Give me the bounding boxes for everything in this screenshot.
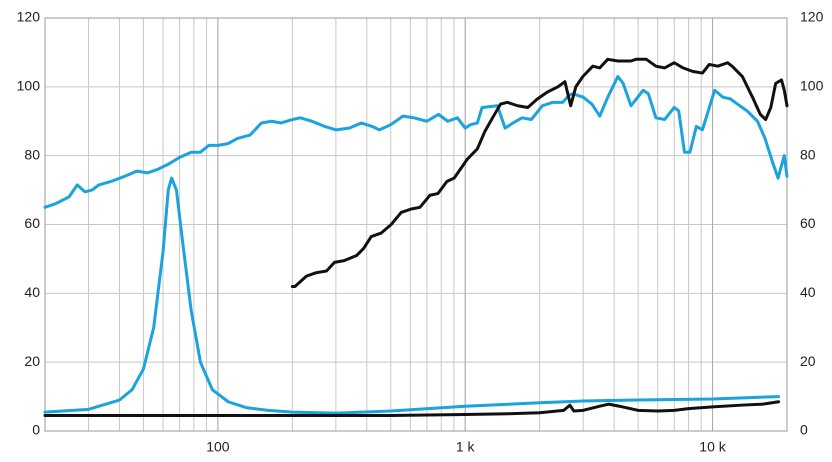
x-tick-label: 1 k xyxy=(456,439,476,455)
y2-tick-label: 40 xyxy=(800,284,816,300)
response-curve xyxy=(290,57,789,288)
y-tick-label: 80 xyxy=(24,146,40,162)
y2-tick-label: 60 xyxy=(800,215,816,231)
y-tick-label: 20 xyxy=(24,353,40,369)
y2-tick-label: 0 xyxy=(800,422,808,438)
y-tick-label: 100 xyxy=(17,78,41,94)
y2-tick-label: 120 xyxy=(800,9,824,25)
response-curve xyxy=(43,176,781,415)
y-tick-label: 60 xyxy=(24,215,40,231)
y-tick-label: 0 xyxy=(32,422,40,438)
x-tick-label: 10 k xyxy=(699,439,726,455)
y-tick-label: 40 xyxy=(24,284,40,300)
y2-tick-label: 80 xyxy=(800,146,816,162)
response-curve xyxy=(43,400,781,418)
y-tick-label: 120 xyxy=(17,9,41,25)
x-tick-label: 100 xyxy=(206,439,230,455)
y2-tick-label: 100 xyxy=(800,78,824,94)
y2-tick-label: 20 xyxy=(800,353,816,369)
response-curve xyxy=(43,75,789,209)
plot-frame xyxy=(44,17,788,432)
